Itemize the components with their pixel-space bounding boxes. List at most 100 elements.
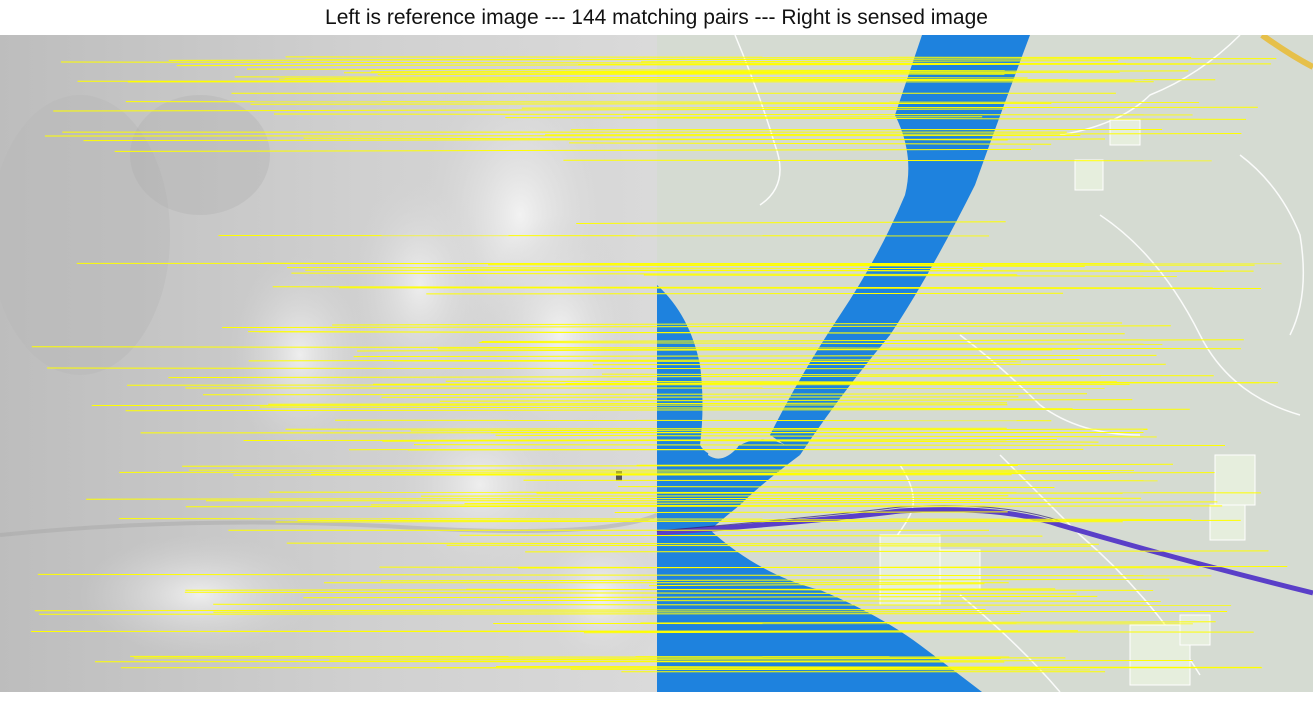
match-line	[286, 542, 1099, 545]
match-line	[269, 491, 1261, 494]
match-line	[563, 159, 1212, 162]
match-line	[380, 578, 1170, 582]
match-line	[202, 393, 1088, 396]
match-line	[636, 463, 1174, 466]
match-line	[31, 630, 1078, 632]
match-line	[478, 341, 1163, 345]
match-line	[413, 444, 1226, 446]
match-line	[77, 79, 1135, 82]
match-line	[578, 63, 1126, 65]
match-line	[640, 621, 1216, 624]
match-line	[617, 439, 1099, 443]
match-line	[569, 142, 1052, 145]
match-line	[53, 108, 1006, 112]
match-line	[410, 428, 1148, 432]
match-line	[583, 631, 1052, 634]
reference-image	[0, 35, 670, 692]
match-line	[248, 359, 1080, 362]
match-line	[234, 76, 1028, 79]
match-line	[601, 373, 1214, 377]
match-line	[445, 380, 1278, 384]
match-line	[570, 668, 1091, 671]
match-line	[339, 287, 1262, 289]
match-line	[500, 599, 1161, 602]
match-line	[407, 448, 1084, 451]
match-line	[643, 274, 1177, 277]
match-line	[459, 534, 1043, 537]
match-line	[525, 550, 1269, 553]
match-line	[521, 106, 1258, 109]
match-line	[268, 402, 1008, 405]
match-line	[39, 613, 1021, 615]
match-line	[291, 272, 1018, 276]
match-line	[496, 666, 1262, 668]
match-line	[353, 354, 1157, 358]
match-line	[641, 60, 1119, 63]
match-line	[44, 135, 1081, 137]
match-line	[114, 148, 1032, 152]
match-line	[94, 660, 1194, 663]
match-line	[285, 427, 1007, 430]
match-line	[83, 138, 1106, 142]
match-line	[614, 511, 1008, 513]
match-line	[31, 346, 1241, 350]
match-line	[343, 72, 1005, 75]
match-line	[125, 101, 1200, 103]
match-line	[439, 399, 1133, 402]
match-line	[446, 544, 1091, 547]
match-line	[332, 322, 1123, 326]
match-line	[622, 116, 983, 118]
match-line	[576, 221, 1006, 224]
match-line	[335, 419, 1052, 422]
match-line	[127, 383, 1130, 386]
match-lines	[31, 56, 1288, 673]
match-line	[213, 603, 1232, 606]
match-line	[185, 588, 1056, 591]
match-line	[168, 375, 1101, 379]
match-line	[495, 434, 1157, 438]
match-line	[185, 505, 1223, 508]
match-line	[545, 133, 1242, 136]
match-line	[250, 102, 1052, 105]
match-line	[329, 658, 1001, 661]
match-line	[176, 63, 1211, 67]
match-line	[618, 486, 1055, 488]
match-line	[275, 519, 1241, 523]
matching-figure	[0, 35, 1313, 692]
match-line	[222, 325, 1171, 328]
match-line	[426, 292, 1064, 295]
match-line	[279, 78, 1216, 81]
match-line	[464, 501, 1218, 505]
match-line	[305, 269, 1254, 272]
match-line	[91, 404, 1008, 406]
match-line	[287, 267, 983, 270]
figure-title: Left is reference image --- 144 matching…	[325, 6, 988, 29]
match-line	[285, 56, 1192, 58]
match-line	[168, 58, 1120, 61]
match-line	[119, 471, 1026, 473]
match-line	[243, 439, 1057, 441]
match-line	[373, 382, 1260, 385]
match-line	[182, 465, 1018, 467]
match-line	[481, 339, 1244, 342]
match-line	[437, 348, 1053, 351]
match-line	[248, 331, 1088, 334]
match-line	[34, 609, 986, 612]
match-line	[259, 406, 1073, 410]
match-line	[371, 70, 1189, 73]
match-line	[505, 117, 1247, 120]
match-line	[272, 286, 1213, 289]
match-line	[213, 611, 1228, 613]
match-line	[370, 504, 986, 507]
match-line	[311, 472, 1215, 475]
match-line	[184, 591, 1077, 595]
match-line	[649, 583, 985, 587]
match-line	[125, 408, 1190, 412]
match-line	[273, 113, 1193, 116]
match-line	[246, 68, 1005, 72]
match-line	[86, 497, 1142, 500]
match-line	[392, 360, 1021, 363]
match-line	[303, 595, 1098, 599]
match-line	[37, 573, 1212, 577]
match-line	[118, 518, 1192, 520]
